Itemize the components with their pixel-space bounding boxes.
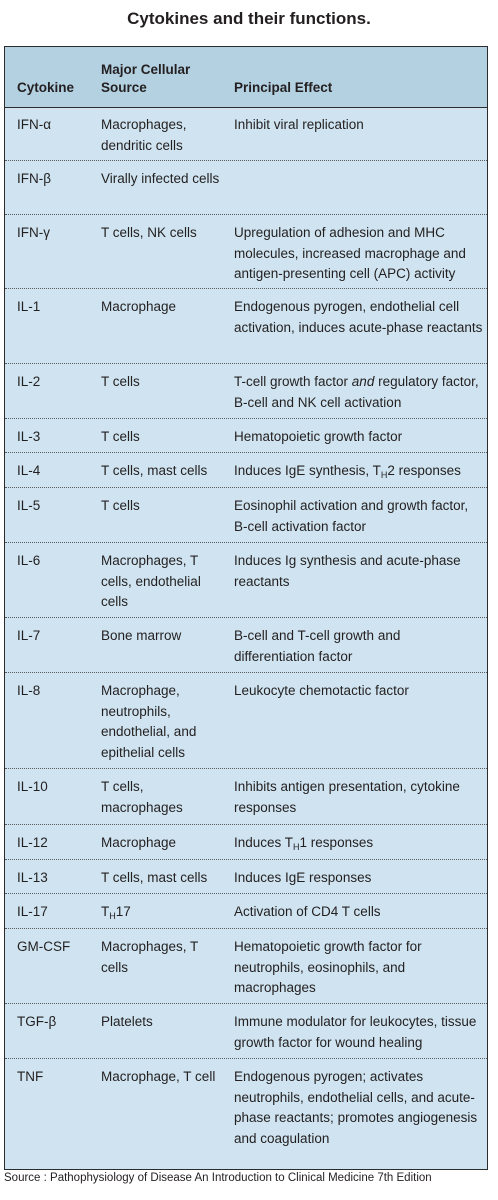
cytokine-cell: IL-10 <box>17 779 48 794</box>
effect-cell: Activation of CD4 T cells <box>234 904 381 919</box>
table-row: IL-6 Macrophages, T cells, endothelial ce… <box>5 543 487 618</box>
effect-cell: Leukocyte chemotactic factor <box>234 683 409 698</box>
header-effect: Principal Effect <box>234 80 333 95</box>
source-cell: T cells, mast cells <box>101 870 208 885</box>
table-row: IL-4 T cells, mast cells Induces IgE synth… <box>5 453 487 488</box>
table-row: IFN-β Virally infected cells <box>5 161 487 215</box>
table-row: IFN-α Macrophages, dendritic cells Inhibit… <box>5 107 487 161</box>
cytokine-cell: IL-6 <box>17 553 41 568</box>
cytokine-cell: IL-2 <box>17 374 41 389</box>
source-cell: T cells <box>101 429 140 444</box>
effect-cell: Immune modulator for leukocytes, tissue … <box>234 1014 477 1050</box>
source-cell: T cells <box>101 498 140 513</box>
effect-cell: T-cell growth factor and regulatory fact… <box>234 374 479 410</box>
effect-cell: Endogenous pyrogen, endothelial cell act… <box>234 299 483 335</box>
cytokine-cell: IL-1 <box>17 299 41 314</box>
table-row: IL-10 T cells, macrophages Inhibits antige… <box>5 769 487 825</box>
cytokine-cell: IFN-β <box>17 171 52 186</box>
source-cell: T cells, mast cells <box>101 463 208 478</box>
source-note: Source : Pathophysiology of Disease An I… <box>4 1172 432 1184</box>
table-row: IL-1 Macrophage Endogenous pyrogen, endoth… <box>5 289 487 364</box>
effect-cell: Induces IgE responses <box>234 870 372 885</box>
table-row: IL-3 T cells Hematopoietic growth factor <box>5 419 487 453</box>
source-cell: Macrophage, neutrophils, endothelial, an… <box>101 683 197 760</box>
source-cell: T cells, NK cells <box>101 225 197 240</box>
effect-cell: Upregulation of adhesion and MHC molecul… <box>234 225 466 281</box>
cytokine-cell: IL-17 <box>17 904 48 919</box>
source-cell: Macrophages, T cells <box>101 939 199 975</box>
effect-cell: Eosinophil activation and growth factor,… <box>234 498 469 534</box>
effect-cell: Induces Ig synthesis and acute-phase rea… <box>234 553 461 589</box>
source-cell: Macrophage <box>101 299 177 314</box>
table-row: IL-8 Macrophage, neutrophils, endothelial… <box>5 673 487 769</box>
table-row: IFN-γ T cells, NK cells Upregulation of ad… <box>5 215 487 289</box>
effect-cell: B-cell and T-cell growth and differentia… <box>234 628 401 664</box>
cytokine-cell: IFN-γ <box>17 225 50 240</box>
cytokine-cell: IL-3 <box>17 429 41 444</box>
source-cell: Bone marrow <box>101 628 182 643</box>
effect-cell: Inhibit viral replication <box>234 117 364 132</box>
cytokine-table: Cytokine Major Cellular Source Principal… <box>4 46 488 1170</box>
source-cell: TH17 <box>101 904 131 921</box>
cytokine-cell: TNF <box>17 1069 44 1084</box>
table-row: IL-12 Macrophage Induces TH1 responses <box>5 825 487 860</box>
cytokine-cell: GM-CSF <box>17 939 71 954</box>
cytokine-cell: IFN-α <box>17 117 52 132</box>
table-row: TGF-β Platelets Immune modulator for leuko… <box>5 1004 487 1059</box>
table-row: IL-2 T cells T-cell growth factor and regu… <box>5 364 487 419</box>
cytokine-cell: IL-13 <box>17 870 48 885</box>
source-cell: Virally infected cells <box>101 171 220 186</box>
table-title: Cytokines and their functions. <box>127 9 371 28</box>
cytokine-cell: IL-7 <box>17 628 41 643</box>
cytokine-cell: IL-8 <box>17 683 41 698</box>
source-cell: T cells, macrophages <box>101 779 183 815</box>
table-row: IL-17 TH17 Activation of CD4 T cells <box>5 894 487 929</box>
table-row: IL-7 Bone marrow B-cell and T-cell growth … <box>5 618 487 673</box>
source-cell: T cells <box>101 374 140 389</box>
header-source: Major Cellular Source <box>101 62 191 95</box>
effect-cell: Induces IgE synthesis, TH2 responses <box>234 463 461 480</box>
effect-cell: Endogenous pyrogen; activates neutrophil… <box>234 1069 478 1146</box>
source-cell: Macrophage <box>101 835 177 850</box>
cytokine-cell: TGF-β <box>17 1014 57 1029</box>
source-cell: Macrophage, T cell <box>101 1069 216 1084</box>
cytokine-cell: IL-4 <box>17 463 41 478</box>
source-cell: Platelets <box>101 1014 153 1029</box>
header-cytokine: Cytokine <box>17 80 75 95</box>
table-row: GM-CSF Macrophages, T cells Hematopoietic … <box>5 929 487 1004</box>
effect-cell: Induces TH1 responses <box>234 835 374 852</box>
cytokine-cell: IL-12 <box>17 835 48 850</box>
effect-cell: Hematopoietic growth factor <box>234 429 403 444</box>
table-row: IL-5 T cells Eosinophil activation and gro… <box>5 488 487 543</box>
effect-cell: Hematopoietic growth factor for neutroph… <box>234 939 422 995</box>
table-row: TNF Macrophage, T cell Endogenous pyrogen;… <box>5 1059 487 1169</box>
effect-cell: Inhibits antigen presentation, cytokine … <box>234 779 460 815</box>
source-cell: Macrophages, T cells, endothelial cells <box>101 553 201 609</box>
table-header: Cytokine Major Cellular Source Principal… <box>5 47 487 108</box>
source-cell: Macrophages, dendritic cells <box>101 117 187 153</box>
table-row: IL-13 T cells, mast cells Induces IgE resp… <box>5 860 487 894</box>
cytokine-cell: IL-5 <box>17 498 41 513</box>
